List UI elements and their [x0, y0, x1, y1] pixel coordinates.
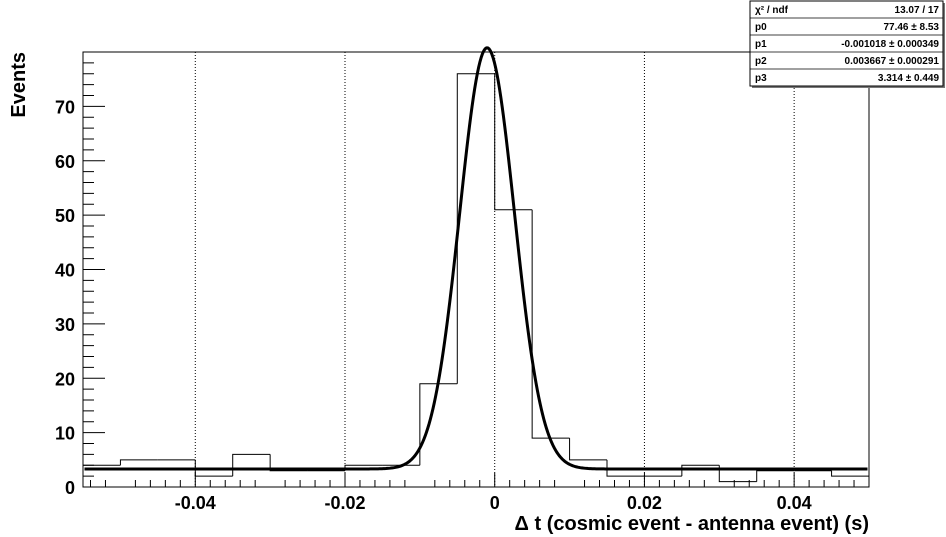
y-tick-label: 40: [55, 261, 75, 281]
y-tick-label: 50: [55, 206, 75, 226]
x-axis-title: Δ t (cosmic event - antenna event) (s): [515, 513, 869, 535]
y-tick-label: 70: [55, 97, 75, 117]
histogram-bin: [494, 73, 533, 211]
y-tick-label: 0: [65, 478, 75, 498]
histogram-bin: [718, 465, 757, 483]
histogram-bin: [569, 438, 607, 461]
x-tick-label: 0.04: [777, 493, 812, 513]
stats-row-label: p2: [755, 56, 767, 67]
stats-row-value: 77.46 ± 8.53: [883, 22, 939, 33]
histogram-bin: [194, 459, 233, 477]
stats-row-value: 13.07 / 17: [895, 5, 940, 16]
stats-row-value: 3.314 ± 0.449: [878, 73, 940, 84]
y-tick-label: 60: [55, 152, 75, 172]
stats-row-label: p1: [755, 39, 767, 50]
histogram-bin: [606, 459, 645, 477]
fit-curve: [84, 46, 868, 471]
histogram-bin: [831, 470, 869, 477]
stats-row-value: 0.003667 ± 0.000291: [845, 56, 940, 67]
histogram-bin: [456, 73, 495, 384]
fit-stats-box: χ² / ndf 13.07 / 17 p0 77.46 ± 8.53 p1 -0.001…: [749, 0, 945, 88]
y-axis-title: Events: [8, 52, 30, 118]
histogram-bin: [119, 459, 158, 466]
x-tick-label: 0: [490, 493, 500, 513]
axes: -0.04 -0.02 0 0.02 0.04 0 10 20 30 40 50 60 70: [55, 62, 855, 513]
x-tick-label: -0.04: [175, 493, 216, 513]
histogram-bin: [531, 209, 570, 439]
stats-row-label: χ² / ndf: [755, 5, 789, 16]
y-tick-label: 30: [55, 315, 75, 335]
stats-row-label: p3: [755, 73, 767, 84]
stats-row-value: -0.001018 ± 0.000349: [841, 39, 939, 50]
histogram-bin: [681, 464, 720, 477]
x-tick-label: -0.02: [324, 493, 365, 513]
stats-box-frame: [749, 0, 944, 87]
histogram-bin: [419, 383, 458, 466]
histogram-bin: [269, 454, 308, 472]
histogram-bin: [756, 470, 795, 482]
x-tick-label: 0.02: [627, 493, 662, 513]
y-tick-label: 20: [55, 369, 75, 389]
y-tick-label: 10: [55, 424, 75, 444]
stats-row-label: p0: [755, 22, 767, 33]
plot-frame: [82, 51, 870, 488]
histogram-bin: [232, 453, 271, 477]
histogram-bars: [83, 73, 869, 483]
